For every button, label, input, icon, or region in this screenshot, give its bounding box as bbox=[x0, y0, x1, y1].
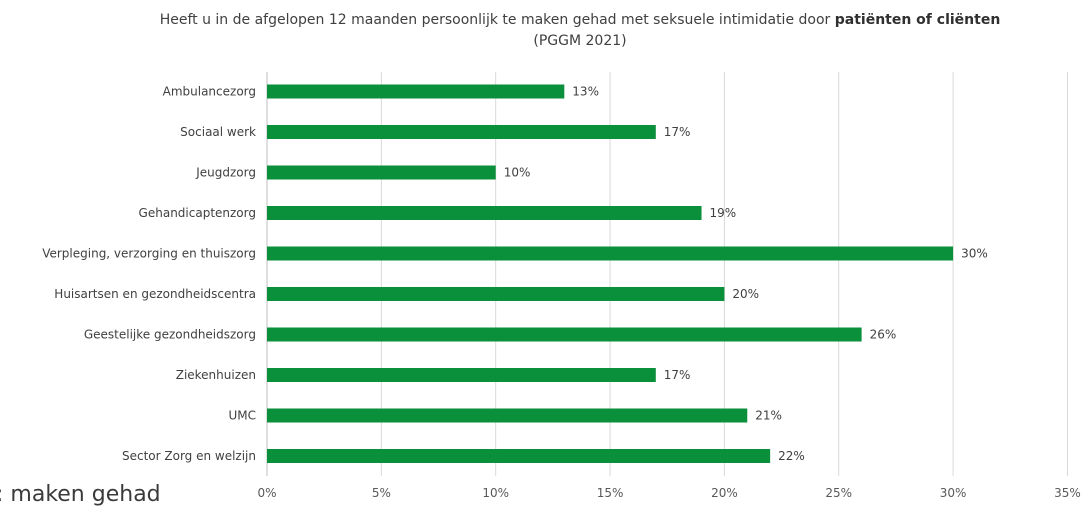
category-label: Jeugdzorg bbox=[195, 166, 256, 180]
x-tick-label: 30% bbox=[940, 486, 967, 500]
bar bbox=[267, 368, 656, 382]
chart-title-text: Heeft u in de afgelopen 12 maanden perso… bbox=[159, 12, 831, 28]
category-label: Ziekenhuizen bbox=[176, 368, 256, 382]
data-label: 19% bbox=[710, 206, 737, 220]
data-label: 17% bbox=[664, 368, 691, 382]
data-label: 20% bbox=[732, 287, 759, 301]
data-label: 21% bbox=[755, 409, 782, 423]
data-label: 10% bbox=[504, 166, 531, 180]
category-label: Verpleging, verzorging en thuiszorg bbox=[42, 247, 256, 261]
bar bbox=[267, 327, 862, 342]
bar bbox=[267, 84, 565, 99]
category-label: Sociaal werk bbox=[180, 125, 256, 139]
data-label: 17% bbox=[664, 125, 691, 139]
data-label: 22% bbox=[778, 449, 805, 463]
category-label: Gehandicaptenzorg bbox=[139, 206, 256, 220]
x-tick-label: 5% bbox=[372, 486, 391, 500]
x-tick-label: 20% bbox=[711, 486, 738, 500]
bar bbox=[267, 287, 725, 301]
x-tick-label: 10% bbox=[482, 486, 509, 500]
bar bbox=[267, 449, 771, 463]
category-label: Geestelijke gezondheidszorg bbox=[84, 328, 256, 342]
cropped-caption-words: maken gehad bbox=[10, 482, 161, 507]
bar bbox=[267, 125, 656, 139]
data-label: 26% bbox=[870, 328, 897, 342]
x-tick-label: 25% bbox=[825, 486, 852, 500]
data-label: 30% bbox=[961, 247, 988, 261]
bar bbox=[267, 246, 954, 261]
cropped-caption-text: : maken gehad bbox=[0, 482, 161, 507]
chart-title: Heeft u in de afgelopen 12 maanden perso… bbox=[0, 10, 1083, 52]
category-label: Ambulancezorg bbox=[163, 85, 256, 99]
category-label: Sector Zorg en welzijn bbox=[122, 449, 256, 463]
bars bbox=[267, 84, 954, 463]
category-label: Huisartsen en gezondheidscentra bbox=[54, 287, 256, 301]
labels: 0% 5% 10% 15% 20% 25% 30% 35% Ambulancezorg 13% So… bbox=[42, 85, 1081, 501]
chart-subtitle: (PGGM 2021) bbox=[533, 33, 627, 49]
chart-title-bold: patiënten of cliënten bbox=[834, 12, 1001, 28]
bar bbox=[267, 206, 702, 220]
data-label: 13% bbox=[572, 85, 599, 99]
x-tick-label: 0% bbox=[257, 486, 276, 500]
bar bbox=[267, 408, 748, 423]
x-tick-label: 15% bbox=[597, 486, 624, 500]
bar bbox=[267, 165, 496, 180]
category-label: UMC bbox=[228, 409, 256, 423]
x-tick-label: 35% bbox=[1054, 486, 1081, 500]
